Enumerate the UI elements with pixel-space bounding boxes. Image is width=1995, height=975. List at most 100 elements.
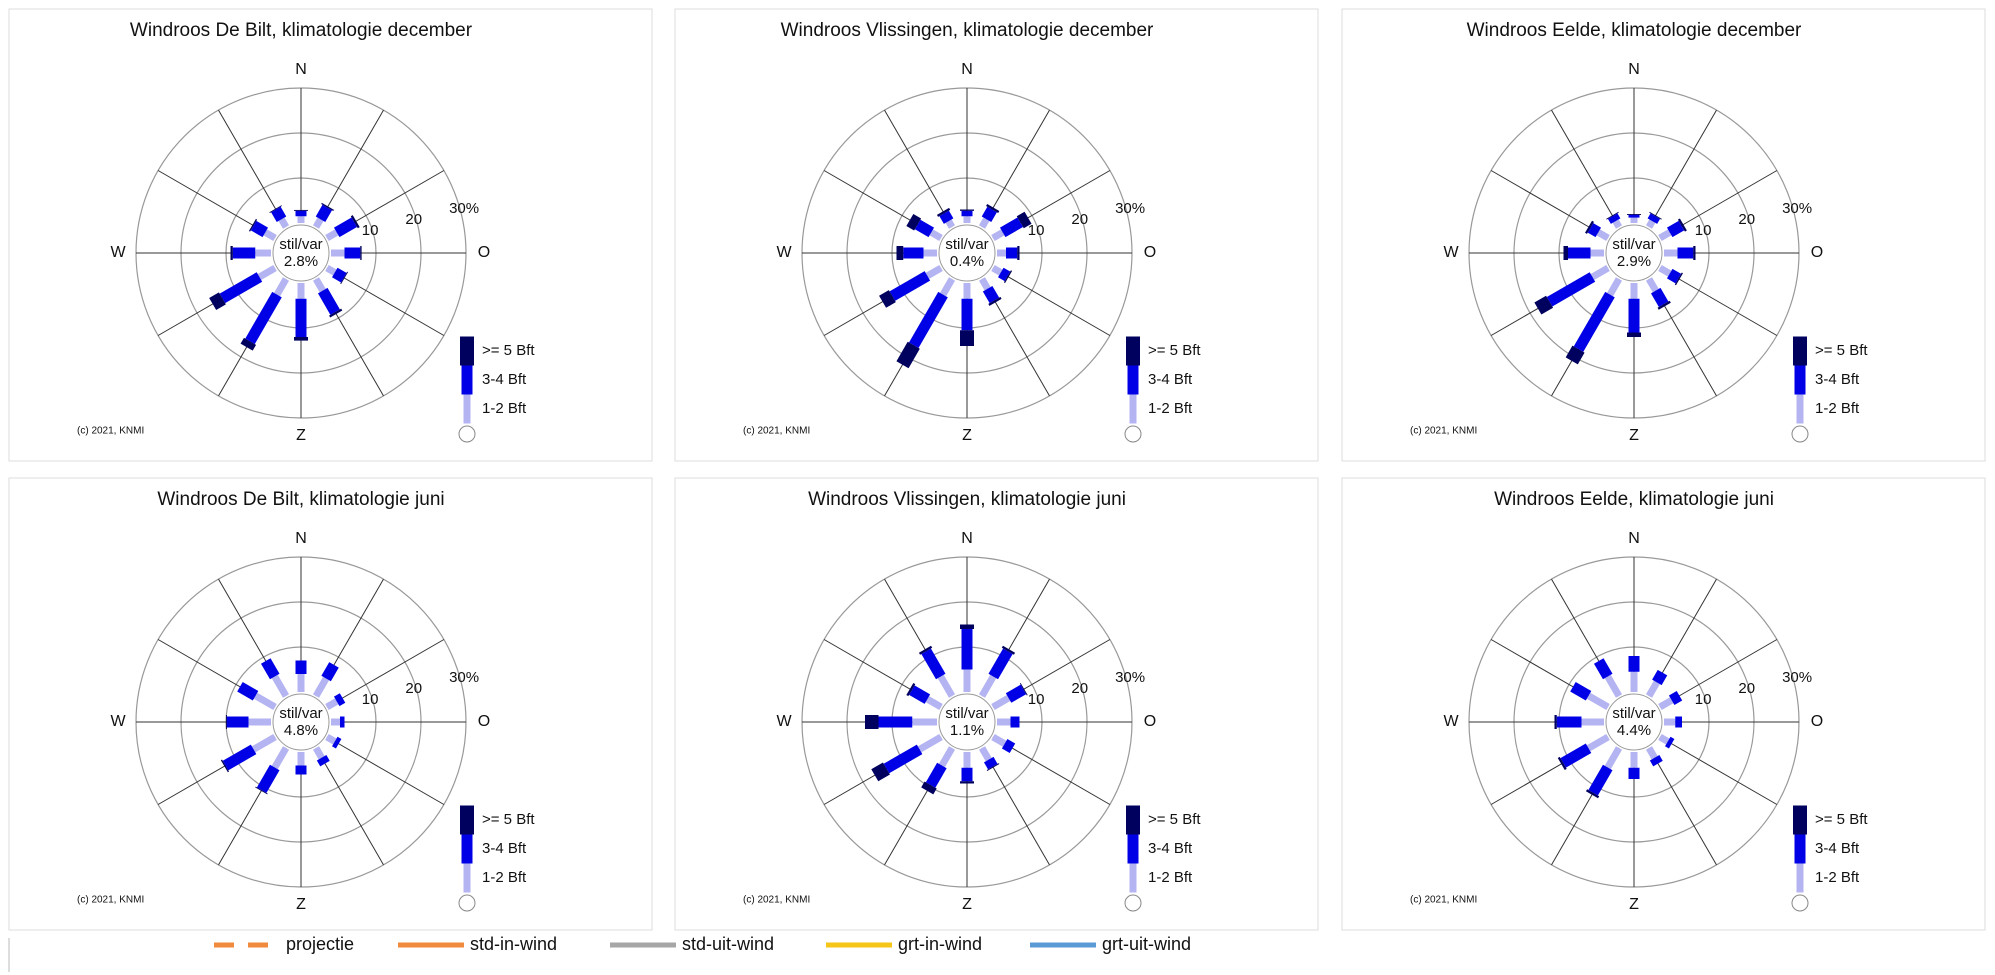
wind-bar [1017,246,1020,260]
wind-bar [986,763,1000,771]
wind-bar [297,216,305,223]
wind-bar [269,205,282,213]
wind-bar [1664,249,1678,257]
wind-bar [1645,746,1658,760]
wind-bar [1628,656,1640,672]
direction-label: N [1628,61,1640,78]
wind-bar [1005,684,1027,703]
r-tick-label: 10 [1028,222,1045,239]
r-tick-label: 30% [1115,669,1145,686]
wind-bar [998,267,1011,282]
chart-title: Windroos Eelde, klimatologie december [1467,20,1802,41]
legend-label: >= 5 Bft [1815,811,1868,828]
calm-circle [1605,224,1663,282]
wind-bar [297,283,305,299]
wind-bar [982,285,1000,304]
wind-bar [908,291,948,348]
direction-label: Z [1629,427,1639,444]
wind-bar [1588,764,1613,796]
wind-bar [1606,277,1623,297]
chart-title: Windroos De Bilt, klimatologie december [130,20,473,41]
wind-bar [1554,715,1557,729]
legend-label: >= 5 Bft [482,811,535,828]
wind-bar [879,290,896,308]
wind-bar [903,247,924,259]
wind-bar [350,215,360,229]
wind-bar [295,660,307,674]
wind-bar [925,762,947,788]
wind-bar [909,685,931,704]
wind-bar [945,219,956,229]
wind-bar [1645,680,1660,698]
legend-calm [1124,425,1142,443]
legend-calm [1124,894,1142,912]
direction-label: Z [296,896,306,913]
wind-bar [1628,298,1640,333]
wind-bar [988,296,1002,306]
wind-bar [329,308,343,318]
wind-bar [1570,681,1592,701]
wind-bar [906,213,922,231]
chart-title: Windroos Eelde, klimatologie juni [1494,489,1774,510]
wind-bar [963,752,971,768]
spoke [1659,639,1778,708]
legend-label: 3-4 Bft [482,371,527,388]
r-tick-label: 10 [362,691,379,708]
calm-circle [272,693,330,751]
wind-bar [978,217,990,229]
wind-bar [257,264,277,281]
wind-bar [209,292,226,311]
wind-bar [938,746,956,768]
spoke [1490,170,1609,239]
wind-bar [1560,743,1592,768]
r-tick-label: 10 [362,222,379,239]
r-tick-label: 30% [449,200,479,217]
r-tick-label: 20 [405,211,422,228]
legend-swatch [463,394,471,424]
legend-label: 3-4 Bft [482,840,527,857]
direction-label: N [295,530,307,547]
wind-bar [260,658,280,680]
wind-bar [271,746,290,770]
calm-circle [272,224,330,282]
direction-label: O [1811,713,1823,730]
calm-value: 0.4% [950,253,984,270]
credit: (c) 2021, KNMI [77,895,144,906]
wind-bar [896,341,920,369]
wind-bar [986,204,1000,213]
legend-label: 3-4 Bft [1148,371,1193,388]
legend-swatch [1129,394,1137,424]
wind-bar [333,693,346,707]
wind-bar [1556,716,1582,728]
spoke [1648,109,1717,228]
r-tick-label: 20 [1738,680,1755,697]
wind-bar [1546,272,1596,307]
credit: (c) 2021, KNMI [1410,426,1477,437]
spoke [218,109,287,228]
wind-bar [321,202,334,212]
wind-bar [1627,332,1641,337]
legend-label: std-uit-wind [682,934,774,954]
wind-bar [1652,669,1668,686]
spoke [326,639,445,708]
legend-swatch [460,805,474,835]
wind-bar [332,736,342,749]
wind-bar [222,744,257,771]
wind-bar [316,754,330,767]
wind-bar [271,206,287,222]
wind-bar [331,718,340,726]
wind-bar [297,752,305,766]
legend-swatch [1793,336,1807,366]
wind-bar [997,249,1006,257]
wind-bar [1628,214,1640,218]
direction-label: W [1443,244,1459,261]
wind-bar [978,746,992,762]
spoke [1490,736,1609,805]
legend-swatch [1127,834,1139,864]
legend-swatch [461,365,473,395]
r-tick-label: 20 [1071,211,1088,228]
wind-bar [278,217,290,229]
legend-swatch [1796,863,1804,893]
calm-circle [1605,693,1663,751]
